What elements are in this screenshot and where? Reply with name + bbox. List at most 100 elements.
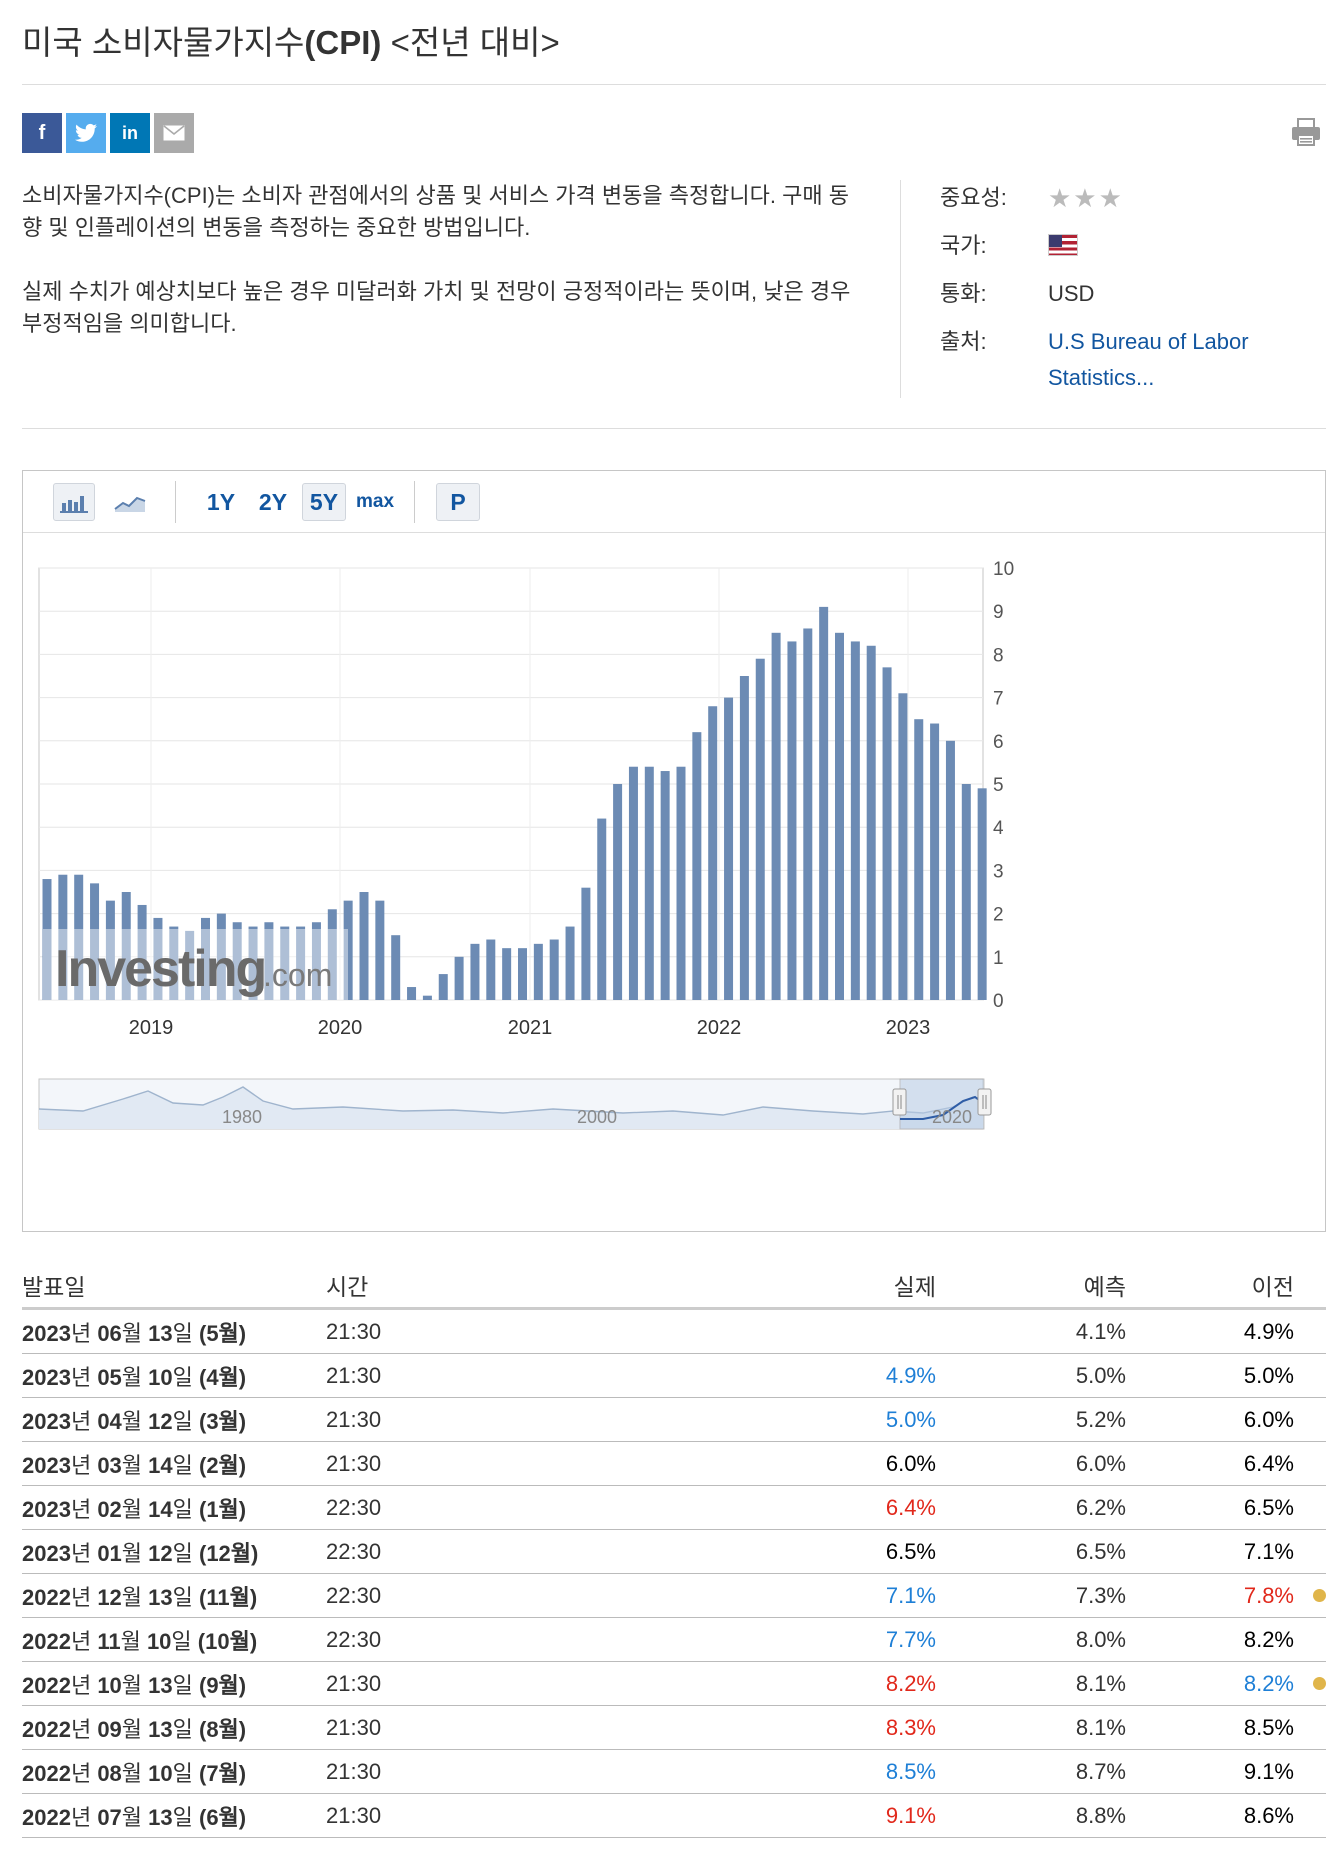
data-bar[interactable] bbox=[58, 874, 68, 1000]
data-bar[interactable] bbox=[327, 909, 337, 1000]
data-bar[interactable] bbox=[407, 987, 417, 1000]
source-link[interactable]: U.S Bureau of Labor Statistics... bbox=[1048, 329, 1249, 390]
data-bar[interactable] bbox=[105, 900, 115, 1000]
range-2y-button[interactable]: 2Y bbox=[258, 488, 288, 515]
data-bar[interactable] bbox=[280, 926, 290, 1000]
data-bar[interactable] bbox=[835, 632, 844, 1000]
revised-indicator-icon[interactable] bbox=[1313, 1677, 1326, 1690]
release-date: 2022년 12월 13일 (11월) bbox=[22, 1584, 258, 1610]
data-bar[interactable] bbox=[930, 723, 940, 1000]
data-bar[interactable] bbox=[692, 732, 702, 1000]
data-bar[interactable] bbox=[787, 641, 797, 1000]
data-bar[interactable] bbox=[375, 900, 385, 1000]
data-bar[interactable] bbox=[216, 913, 226, 1000]
release-time: 21:30 bbox=[326, 1714, 382, 1740]
previous-value: 4.9% bbox=[1243, 1318, 1294, 1344]
navigator-selection[interactable] bbox=[899, 1078, 985, 1130]
data-bar[interactable] bbox=[708, 706, 718, 1000]
data-bar[interactable] bbox=[502, 948, 512, 1000]
navigator-right-handle[interactable] bbox=[977, 1088, 992, 1116]
data-bar[interactable] bbox=[882, 667, 892, 1000]
data-bar[interactable] bbox=[771, 632, 781, 1000]
popup-chart-button[interactable]: P bbox=[436, 483, 480, 521]
email-share-button[interactable] bbox=[154, 113, 194, 153]
line-chart-toggle[interactable] bbox=[109, 483, 151, 521]
data-bar[interactable] bbox=[850, 641, 860, 1000]
data-bar[interactable] bbox=[660, 771, 670, 1000]
data-bar[interactable] bbox=[549, 939, 559, 1000]
data-bar[interactable] bbox=[914, 719, 924, 1000]
data-bar[interactable] bbox=[945, 740, 955, 1000]
data-bar[interactable] bbox=[296, 926, 306, 1000]
history-table: 발표일 시간 실제 예측 이전 2023년 06월 13일 (5월) 21:30 4… bbox=[22, 1262, 1326, 1838]
navigator-left-handle[interactable] bbox=[892, 1088, 907, 1116]
actual-value: 6.4% bbox=[885, 1494, 936, 1520]
data-bar[interactable] bbox=[724, 697, 734, 1000]
section-divider bbox=[22, 428, 1326, 429]
data-bar[interactable] bbox=[201, 917, 210, 1000]
data-bar[interactable] bbox=[898, 693, 908, 1000]
table-body: 2023년 06월 13일 (5월) 21:30 4.1% 4.9% 2023년 05월… bbox=[22, 1310, 1326, 1838]
forecast-value: 4.1% bbox=[1075, 1318, 1126, 1344]
linkedin-icon: in bbox=[122, 122, 138, 143]
data-bar[interactable] bbox=[644, 766, 654, 1000]
twitter-icon bbox=[75, 123, 97, 142]
actual-value: 8.5% bbox=[885, 1758, 936, 1784]
data-bar[interactable] bbox=[185, 930, 195, 1000]
data-bar[interactable] bbox=[438, 974, 448, 1000]
data-bar[interactable] bbox=[486, 939, 496, 1000]
data-bar[interactable] bbox=[42, 879, 52, 1000]
data-bar[interactable] bbox=[961, 784, 971, 1000]
twitter-share-button[interactable] bbox=[66, 113, 106, 153]
data-bar[interactable] bbox=[169, 926, 179, 1000]
release-date: 2022년 08월 10일 (7월) bbox=[22, 1760, 247, 1786]
table-row: 2022년 07월 13일 (6월) 21:30 9.1% 8.8% 8.6% bbox=[22, 1794, 1326, 1838]
currency-value: USD bbox=[1048, 281, 1095, 306]
revised-indicator-icon[interactable] bbox=[1313, 1589, 1326, 1602]
header-date: 발표일 bbox=[22, 1273, 86, 1300]
forecast-value: 6.0% bbox=[1075, 1450, 1126, 1476]
data-bar[interactable] bbox=[311, 922, 321, 1000]
range-1y-button[interactable]: 1Y bbox=[206, 488, 236, 515]
data-bar[interactable] bbox=[803, 628, 813, 1000]
table-row: 2023년 02월 14일 (1월) 22:30 6.4% 6.2% 6.5% bbox=[22, 1486, 1326, 1530]
data-bar[interactable] bbox=[628, 766, 638, 1000]
data-bar[interactable] bbox=[137, 904, 147, 1000]
data-bar[interactable] bbox=[565, 926, 575, 1000]
data-bar[interactable] bbox=[518, 948, 527, 1000]
data-bar[interactable] bbox=[248, 926, 258, 1000]
data-bar[interactable] bbox=[74, 874, 84, 1000]
bar-chart-toggle[interactable] bbox=[53, 483, 95, 521]
release-time: 22:30 bbox=[326, 1538, 382, 1564]
data-bar[interactable] bbox=[232, 922, 242, 1000]
linkedin-share-button[interactable]: in bbox=[110, 113, 150, 153]
data-bar[interactable] bbox=[470, 943, 480, 1000]
data-bar[interactable] bbox=[676, 766, 686, 1000]
facebook-share-button[interactable]: f bbox=[22, 113, 62, 153]
data-bar[interactable] bbox=[977, 788, 987, 1000]
range-max-button[interactable]: max bbox=[355, 491, 395, 512]
data-bar[interactable] bbox=[533, 943, 543, 1000]
forecast-value: 8.1% bbox=[1075, 1670, 1126, 1696]
data-bar[interactable] bbox=[343, 900, 353, 1000]
data-bar[interactable] bbox=[90, 883, 100, 1000]
data-bar[interactable] bbox=[359, 892, 369, 1000]
data-bar[interactable] bbox=[739, 676, 749, 1000]
data-bar[interactable] bbox=[866, 645, 876, 1000]
forecast-value: 8.7% bbox=[1075, 1758, 1126, 1784]
data-bar[interactable] bbox=[819, 606, 829, 1000]
range-5y-button[interactable]: 5Y bbox=[302, 483, 346, 521]
data-bar[interactable] bbox=[391, 935, 401, 1000]
y-tick-label: 10 bbox=[993, 559, 1014, 580]
release-time: 21:30 bbox=[326, 1450, 382, 1476]
data-bar[interactable] bbox=[153, 917, 163, 1000]
data-bar[interactable] bbox=[581, 887, 591, 1000]
data-bar[interactable] bbox=[454, 956, 464, 1000]
data-bar[interactable] bbox=[597, 818, 607, 1000]
data-bar[interactable] bbox=[264, 922, 274, 1000]
print-icon[interactable] bbox=[1290, 116, 1322, 148]
data-bar[interactable] bbox=[121, 892, 131, 1000]
data-bar[interactable] bbox=[755, 658, 765, 1000]
data-bar[interactable] bbox=[613, 784, 623, 1000]
data-bar[interactable] bbox=[422, 995, 432, 1000]
